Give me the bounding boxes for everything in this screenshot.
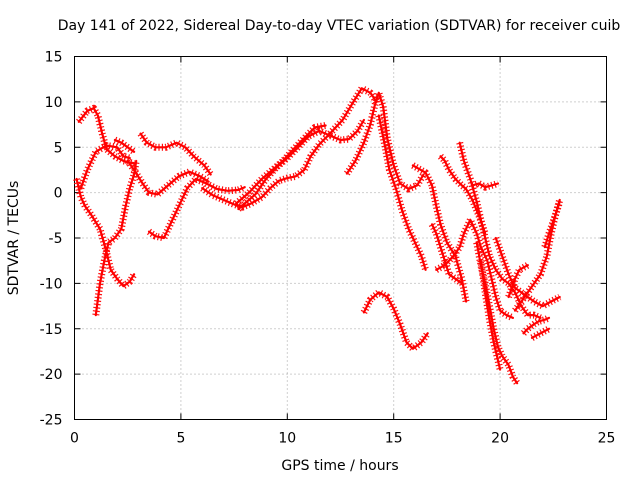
series-line — [507, 264, 529, 299]
x-tick-label: 0 — [70, 431, 79, 447]
x-axis-label: GPS time / hours — [281, 458, 398, 474]
series-arc-10 — [233, 122, 327, 207]
series-arc-25 — [541, 200, 564, 249]
series-arc-12 — [375, 114, 429, 271]
y-tick-label: -10 — [40, 276, 63, 292]
series-arc-9 — [236, 118, 367, 212]
series-line — [430, 223, 463, 285]
series-line — [147, 177, 246, 240]
series-arc-21 — [492, 236, 562, 310]
series-arc-26 — [530, 325, 551, 341]
series-arc-20 — [471, 180, 500, 191]
series-line — [94, 159, 138, 317]
x-tick-label: 20 — [491, 431, 509, 447]
y-tick-label: 10 — [45, 95, 63, 111]
series-line — [435, 218, 514, 319]
series-line — [471, 182, 500, 189]
series-line — [345, 91, 425, 191]
series-arc-28 — [113, 136, 137, 155]
x-tick-label: 5 — [176, 431, 185, 447]
series-arc-5 — [137, 131, 214, 177]
series-line — [479, 259, 502, 371]
series-arc-7 — [146, 175, 247, 242]
chart-title: Day 141 of 2022, Sidereal Day-to-day VTE… — [58, 18, 621, 34]
series-arc-4 — [77, 141, 131, 190]
series-markers — [360, 288, 431, 353]
series-line — [126, 159, 210, 196]
series-line — [77, 107, 136, 165]
series-arc-11 — [343, 89, 427, 193]
series-line — [201, 87, 378, 209]
series-arc-3 — [92, 159, 140, 317]
x-tick-label: 10 — [278, 431, 296, 447]
series-line — [411, 164, 468, 303]
series-arc-17 — [434, 216, 515, 322]
y-tick-label: -25 — [40, 413, 63, 429]
series-arc-15 — [437, 153, 489, 235]
data-traces — [73, 84, 564, 386]
series-arc-16 — [456, 141, 542, 322]
series-line — [522, 316, 551, 335]
axis-ticks: 0 5 10 15 20 25 -25 -20 -15 -10 -5 0 5 10 15 — [40, 50, 616, 447]
y-tick-label: 5 — [54, 140, 63, 156]
series-line — [79, 144, 131, 190]
series-arc-8 — [200, 84, 380, 211]
y-tick-label: 15 — [45, 50, 63, 66]
series-line — [235, 124, 327, 205]
y-axis-label: SDTVAR / TECUs — [6, 181, 22, 296]
y-tick-label: -20 — [40, 367, 63, 383]
series-arc-14 — [411, 162, 470, 303]
series-arc-19 — [477, 259, 504, 371]
series-line — [237, 118, 365, 211]
series-arc-23 — [520, 314, 551, 336]
series-line — [377, 114, 427, 271]
y-tick-label: -5 — [49, 231, 63, 247]
x-tick-label: 25 — [598, 431, 616, 447]
series-line — [458, 141, 542, 319]
series-markers — [137, 131, 214, 177]
series-arc-1 — [76, 104, 136, 167]
x-tick-label: 15 — [385, 431, 403, 447]
series-markers — [343, 89, 427, 193]
y-tick-label: -15 — [40, 322, 63, 338]
series-line — [113, 138, 136, 153]
y-tick-label: 0 — [54, 186, 63, 202]
series-markers — [236, 118, 367, 212]
series-line — [139, 132, 212, 176]
series-line — [530, 327, 551, 339]
series-line — [362, 291, 429, 350]
series-arc-24 — [505, 262, 530, 299]
series-arc-27 — [428, 222, 464, 287]
series-arc-13 — [360, 288, 431, 353]
series-arc-6 — [124, 158, 211, 198]
series-line — [543, 200, 561, 249]
series-line — [494, 236, 561, 308]
series-line — [439, 155, 487, 235]
